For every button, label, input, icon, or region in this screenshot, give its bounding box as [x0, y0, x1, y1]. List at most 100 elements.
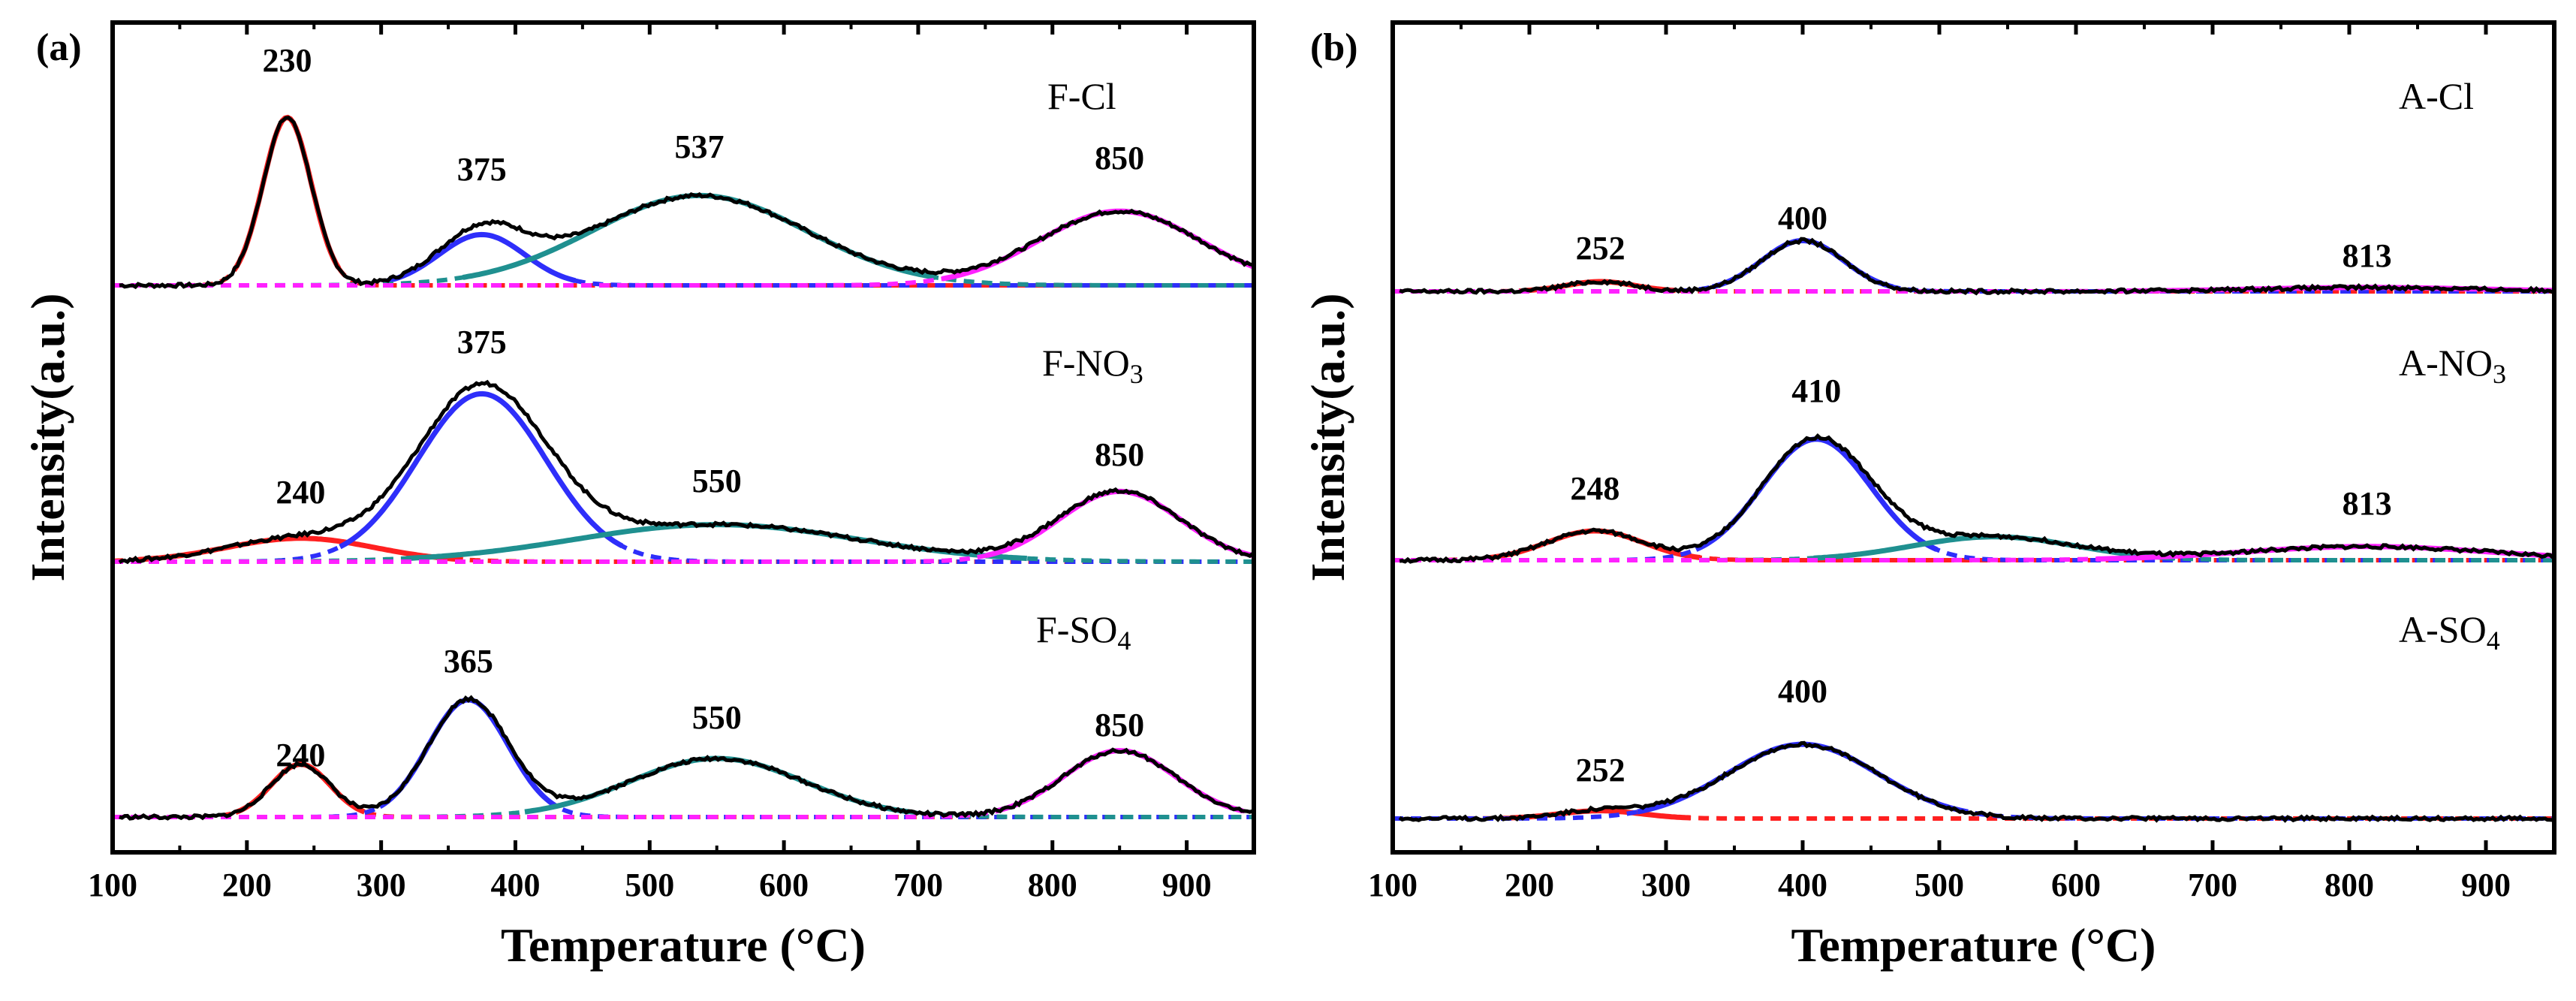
peak-label: 400	[1778, 673, 1827, 710]
x-tick-label: 100	[88, 867, 137, 903]
x-tick-label: 700	[893, 867, 943, 903]
sample-label-subscript: 3	[1130, 359, 1143, 389]
sample-label: A-NO3	[2399, 342, 2506, 389]
panel-label: (a)	[36, 26, 82, 69]
series-A-Cl	[1395, 237, 2552, 296]
peak-label: 850	[1095, 707, 1144, 743]
sample-label-main: F-SO	[1036, 608, 1117, 650]
x-tick-label: 800	[2324, 867, 2374, 903]
sample-label: F-NO3	[1042, 342, 1143, 389]
fit-component-peak	[1637, 741, 1969, 815]
x-tick-label: 800	[1028, 867, 1077, 903]
peak-label: 813	[2343, 237, 2392, 274]
plot-frame	[110, 20, 1256, 855]
fit-component-dashed	[1395, 808, 2552, 821]
experimental-curve	[1399, 237, 2552, 296]
fit-component-dashed	[115, 522, 1252, 564]
peak-label: 240	[276, 737, 325, 773]
fit-component-peak	[339, 390, 624, 550]
experimental-curve	[1399, 433, 2552, 564]
panel-label: (b)	[1310, 26, 1358, 69]
panel-b: 100 200 300 400 500 600 700 800 900 Temperature (…	[1301, 20, 2556, 972]
fit-component-peak	[231, 114, 342, 273]
peak-label: 550	[692, 699, 742, 736]
fit-component-dashed	[1395, 544, 2552, 562]
fit-component-peak	[986, 488, 1252, 559]
peak-label: 248	[1570, 470, 1619, 507]
peak-label: 850	[1095, 140, 1144, 176]
sample-label-main: A-Cl	[2399, 75, 2474, 117]
fit-component-peak	[1813, 534, 2175, 561]
x-tick-label: 400	[490, 867, 540, 903]
fit-component-dashed	[115, 232, 1252, 288]
fit-component-peak	[524, 755, 909, 815]
x-tick-label: 500	[1915, 867, 1964, 903]
y-axis-title: Intensity(a.u.)	[21, 293, 74, 581]
x-tick-label: 600	[2051, 867, 2101, 903]
x-tick-label: 400	[1778, 867, 1827, 903]
peak-label: 230	[262, 42, 312, 79]
peak-label: 252	[1576, 752, 1625, 788]
peak-label: 537	[674, 128, 724, 165]
x-tick-label: 300	[357, 867, 406, 903]
x-tick-label: 700	[2188, 867, 2237, 903]
panel-a: 100 200 300 400 500 600 700 800 900 Temperature (…	[21, 20, 1256, 972]
series-F-NO3	[115, 379, 1252, 565]
fit-component-peak	[995, 748, 1243, 814]
experimental-curve	[119, 695, 1252, 821]
experimental-curve	[118, 379, 1252, 565]
x-axis-title: Temperature (°C)	[501, 918, 866, 972]
sample-label-main: A-SO	[2399, 608, 2487, 650]
peak-label: 410	[1791, 372, 1841, 409]
peak-label: 550	[692, 463, 742, 499]
peak-label: 375	[457, 324, 507, 360]
fit-component-peak	[1695, 436, 1938, 552]
series-F-SO4	[115, 695, 1252, 821]
series-A-NO3	[1395, 433, 2552, 564]
x-tick-label: 900	[1162, 867, 1212, 903]
x-tick-label: 900	[2461, 867, 2511, 903]
sample-label-main: F-NO	[1042, 342, 1130, 384]
sample-label: F-Cl	[1047, 75, 1116, 117]
peak-label: 375	[457, 151, 507, 188]
x-tick-label: 500	[625, 867, 674, 903]
experimental-curve	[1398, 740, 2552, 823]
x-axis-title: Temperature (°C)	[1791, 918, 2156, 972]
peak-label: 240	[276, 474, 325, 511]
sample-label: A-Cl	[2399, 75, 2474, 117]
sample-label-subscript: 3	[2493, 359, 2506, 389]
fit-component-peak	[387, 231, 577, 284]
peak-label: 365	[444, 643, 493, 680]
x-tick-label: 200	[1505, 867, 1554, 903]
x-tick-label: 200	[222, 867, 272, 903]
sample-label: F-SO4	[1036, 608, 1131, 656]
fit-component-peak	[1712, 237, 1894, 290]
fit-component-dashed	[115, 391, 1252, 564]
fit-component-peak	[942, 208, 1252, 282]
fit-component-peak	[378, 697, 559, 810]
series-A-SO4	[1395, 740, 2552, 823]
sample-label-subscript: 4	[2487, 626, 2500, 656]
fit-component-dashed	[1395, 238, 2552, 294]
sample-label: A-SO4	[2399, 608, 2500, 656]
peak-label: 850	[1095, 436, 1144, 473]
sample-label-main: F-Cl	[1047, 75, 1116, 117]
peak-label: 400	[1778, 200, 1827, 237]
fit-component-peak	[1489, 528, 1701, 560]
peak-label: 813	[2343, 485, 2392, 522]
fit-component-peak	[406, 522, 1027, 562]
fit-component-dashed	[115, 193, 1252, 288]
x-tick-label: 600	[759, 867, 809, 903]
sample-label-main: A-NO	[2399, 342, 2493, 384]
series-F-Cl	[115, 114, 1252, 290]
experimental-curve	[119, 116, 1252, 290]
sample-label-subscript: 4	[1117, 626, 1131, 656]
fit-component-dashed	[1395, 742, 2552, 821]
plot-frame	[1390, 20, 2556, 855]
x-tick-label: 300	[1641, 867, 1691, 903]
x-tick-label: 100	[1368, 867, 1418, 903]
y-axis-title: Intensity(a.u.)	[1301, 293, 1354, 581]
fit-component-dashed	[115, 209, 1252, 288]
peak-label: 252	[1576, 230, 1625, 267]
